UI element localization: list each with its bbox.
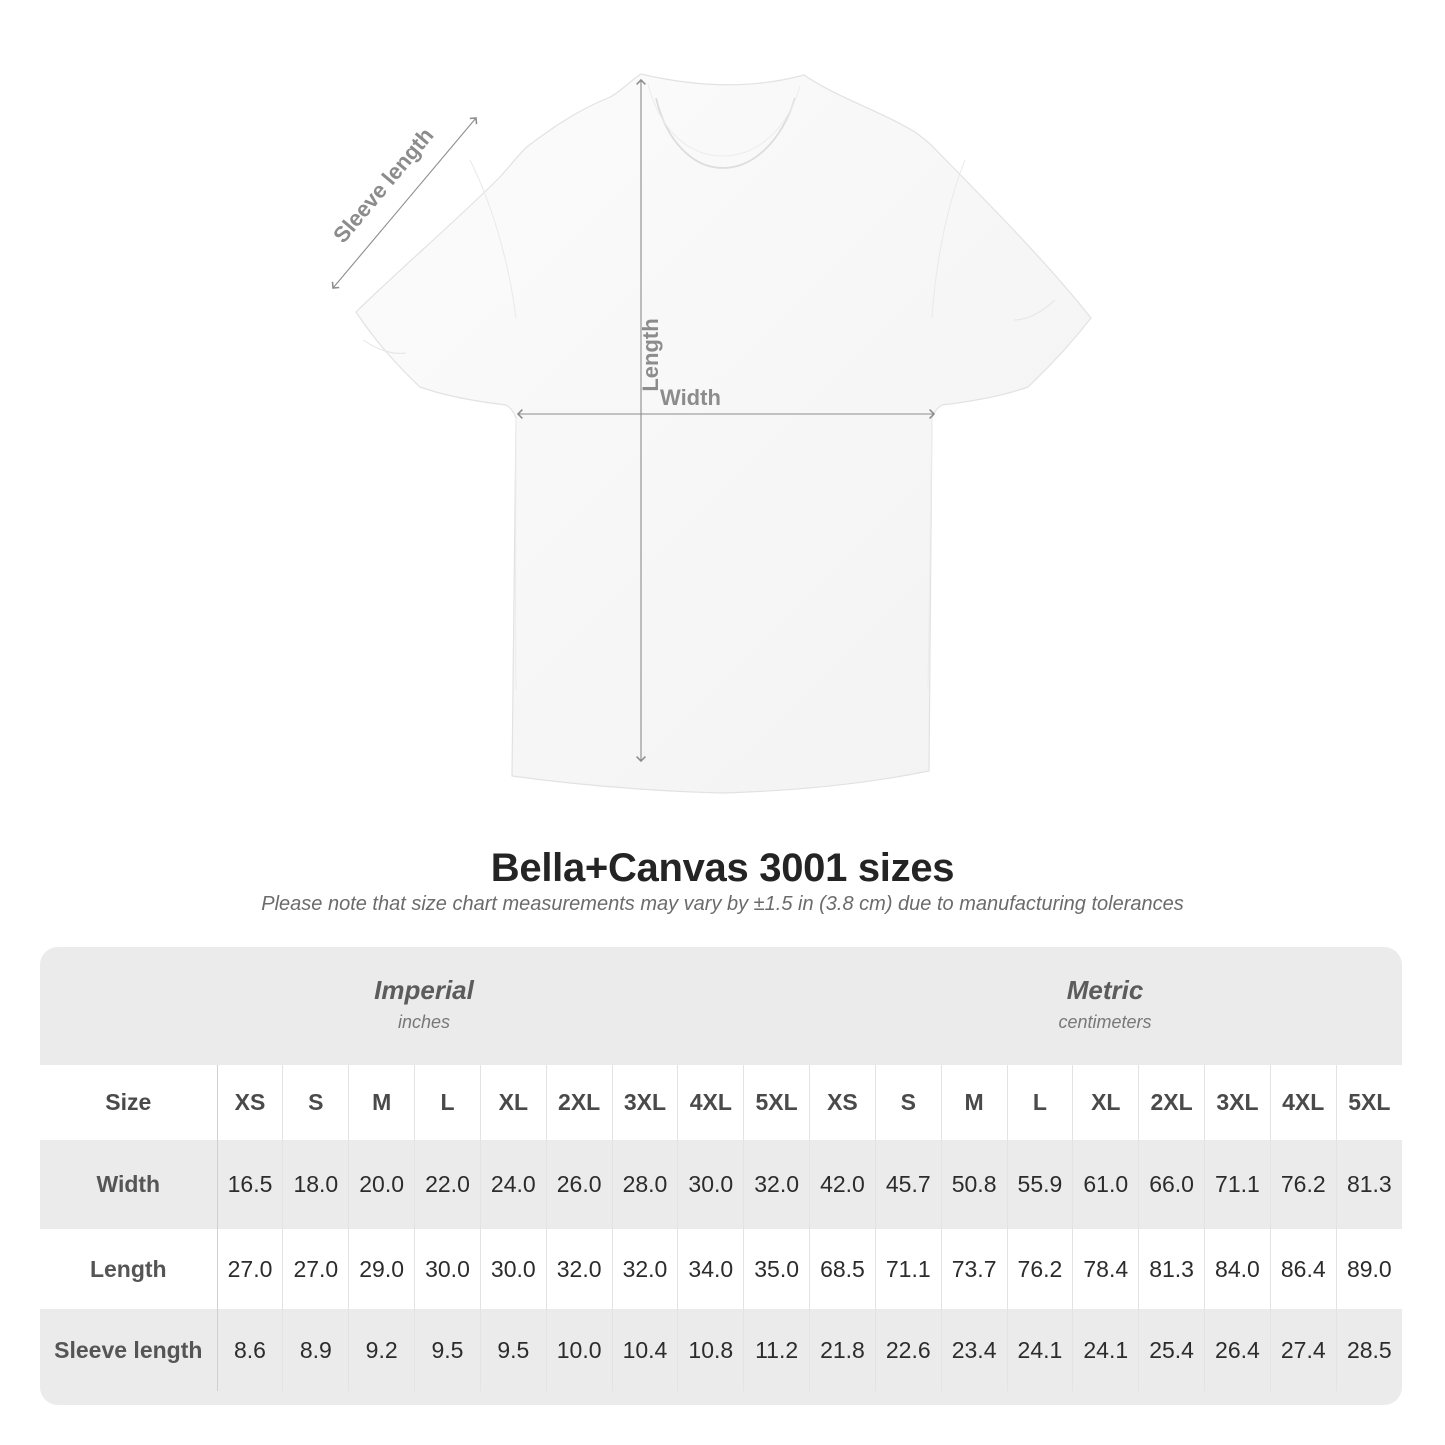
svg-text:Width: Width <box>660 385 721 410</box>
svg-text:Length: Length <box>638 318 663 391</box>
